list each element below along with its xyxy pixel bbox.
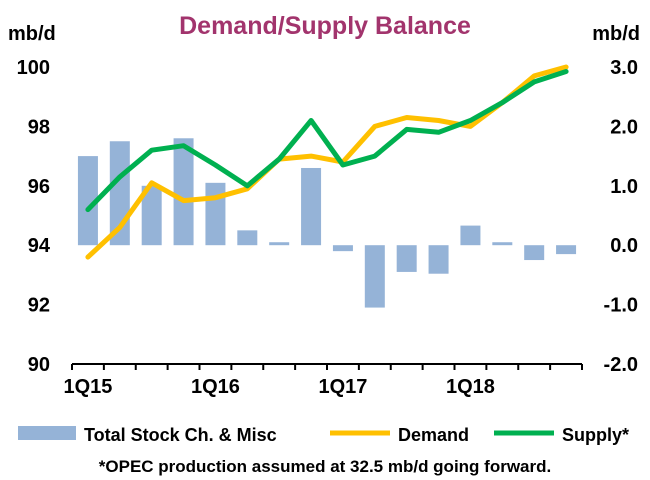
stock-change-bar — [141, 185, 162, 246]
x-tick-label: 1Q15 — [63, 376, 112, 398]
x-tick-label: 1Q18 — [446, 376, 495, 398]
stock-change-bar — [460, 225, 481, 246]
right-tick-label: 3.0 — [610, 57, 638, 79]
stock-change-bar — [237, 230, 258, 246]
stock-change-bar — [332, 245, 353, 252]
stock-change-bar — [364, 245, 385, 308]
stock-change-bar — [396, 245, 417, 272]
stock-change-bar — [269, 242, 290, 246]
left-tick-label: 94 — [28, 235, 51, 257]
left-tick-label: 92 — [28, 295, 50, 317]
legend-label-demand: Demand — [398, 425, 469, 445]
legend: Total Stock Ch. & Misc Demand Supply* — [18, 425, 629, 445]
stock-change-bars — [77, 138, 577, 308]
right-axis-ticks: -2.0 -1.0 0.0 1.0 2.0 3.0 — [604, 57, 638, 376]
stock-change-bar — [77, 156, 98, 246]
legend-swatch-stock — [18, 426, 76, 440]
stock-change-bar — [428, 245, 449, 274]
left-axis-unit: mb/d — [8, 23, 56, 45]
right-tick-label: 0.0 — [610, 235, 638, 257]
right-tick-label: -1.0 — [604, 295, 638, 317]
stock-change-bar — [524, 245, 545, 261]
left-axis-ticks: 90 92 94 96 98 100 — [17, 57, 51, 376]
left-tick-label: 98 — [28, 116, 50, 138]
x-axis-ticks — [71, 364, 583, 370]
stock-change-bar — [492, 242, 513, 246]
x-axis-labels: 1Q15 1Q16 1Q17 1Q18 — [63, 376, 494, 398]
x-tick-label: 1Q16 — [191, 376, 240, 398]
x-tick-label: 1Q17 — [318, 376, 367, 398]
left-tick-label: 96 — [28, 176, 50, 198]
supply-line — [85, 69, 569, 213]
demand-line — [85, 64, 569, 260]
legend-label-stock: Total Stock Ch. & Misc — [84, 425, 277, 445]
right-tick-label: -2.0 — [604, 354, 638, 376]
right-tick-label: 2.0 — [610, 116, 638, 138]
left-tick-label: 100 — [17, 57, 50, 79]
stock-change-bar — [301, 167, 322, 246]
right-axis-unit: mb/d — [592, 23, 640, 45]
footnote: *OPEC production assumed at 32.5 mb/d go… — [99, 457, 551, 476]
stock-change-bar — [205, 182, 226, 246]
legend-label-supply: Supply* — [562, 425, 629, 445]
chart-title: Demand/Supply Balance — [179, 12, 471, 40]
right-tick-label: 1.0 — [610, 176, 638, 198]
stock-change-bar — [556, 245, 577, 255]
left-tick-label: 90 — [28, 354, 50, 376]
stock-change-bar — [173, 138, 194, 246]
series-lines — [85, 64, 569, 260]
